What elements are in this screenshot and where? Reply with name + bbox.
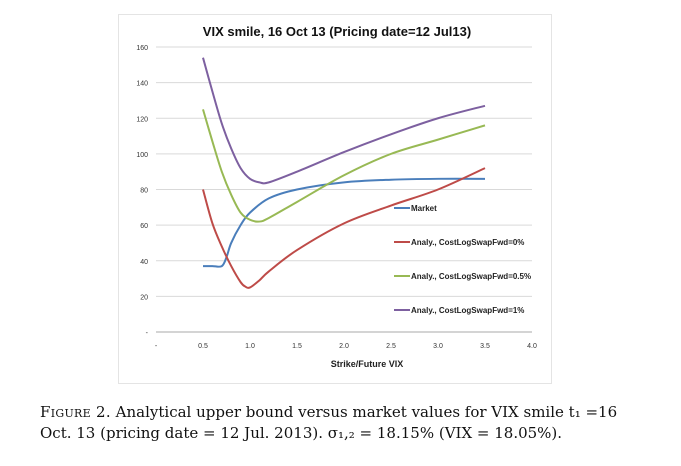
x-tick-label: 2.5 [386,343,396,350]
figure-label: Figure 2. [40,403,111,421]
axes: - 20 40 60 80 100 120 140 160 - 0.5 1.0 1.5 2.0 2.5 3.0… [136,45,537,350]
y-tick-label: 160 [136,45,148,52]
figure-caption-text: Analytical upper bound versus market val… [40,403,618,442]
x-tick-label: 2.0 [339,343,349,350]
x-tick-label: 1.5 [292,343,302,350]
x-tick-label: 0.5 [198,343,208,350]
x-tick-label: 4.0 [527,343,537,350]
series-line-3 [202,109,486,223]
x-tick-label: 3.0 [433,343,443,350]
y-tick-label: 140 [136,81,148,88]
series-line-1 [203,177,486,268]
series-lines [202,57,486,289]
legend-label: Analy., CostLogSwapFwd=0% [411,238,524,247]
gridlines [156,46,532,297]
x-tick-label: 3.5 [480,343,490,350]
legend-item: Analy., CostLogSwapFwd=0.5% [394,272,531,281]
y-tick-label: 60 [140,223,148,230]
legend-label: Analy., CostLogSwapFwd=0.5% [411,272,531,281]
x-tick-label: 1.0 [245,343,255,350]
y-tick-label: 20 [140,294,148,301]
legend-item: Market [394,204,437,213]
chart: VIX smile, 16 Oct 13 (Pricing date=12 Ju… [118,14,552,384]
legend-item: Analy., CostLogSwapFwd=0% [394,238,524,247]
chart-title: VIX smile, 16 Oct 13 (Pricing date=12 Ju… [203,24,471,39]
x-axis-label: Strike/Future VIX [331,359,404,369]
y-tick-label: 80 [140,188,148,195]
figure-caption: Figure 2. Analytical upper bound versus … [40,402,640,444]
chart-svg: VIX smile, 16 Oct 13 (Pricing date=12 Ju… [118,14,552,384]
series-line-4 [202,57,486,185]
chart-border [118,14,552,384]
y-tick-label: - [146,330,149,337]
y-tick-label: 40 [140,259,148,266]
legend-item: Analy., CostLogSwapFwd=1% [394,306,524,315]
y-tick-label: 100 [136,152,148,159]
x-tick-label: - [155,343,158,350]
legend: Market Analy., CostLogSwapFwd=0% Analy., C… [394,204,531,315]
series-line-2 [202,167,486,289]
legend-label: Market [411,204,437,213]
legend-label: Analy., CostLogSwapFwd=1% [411,306,524,315]
y-tick-label: 120 [136,116,148,123]
